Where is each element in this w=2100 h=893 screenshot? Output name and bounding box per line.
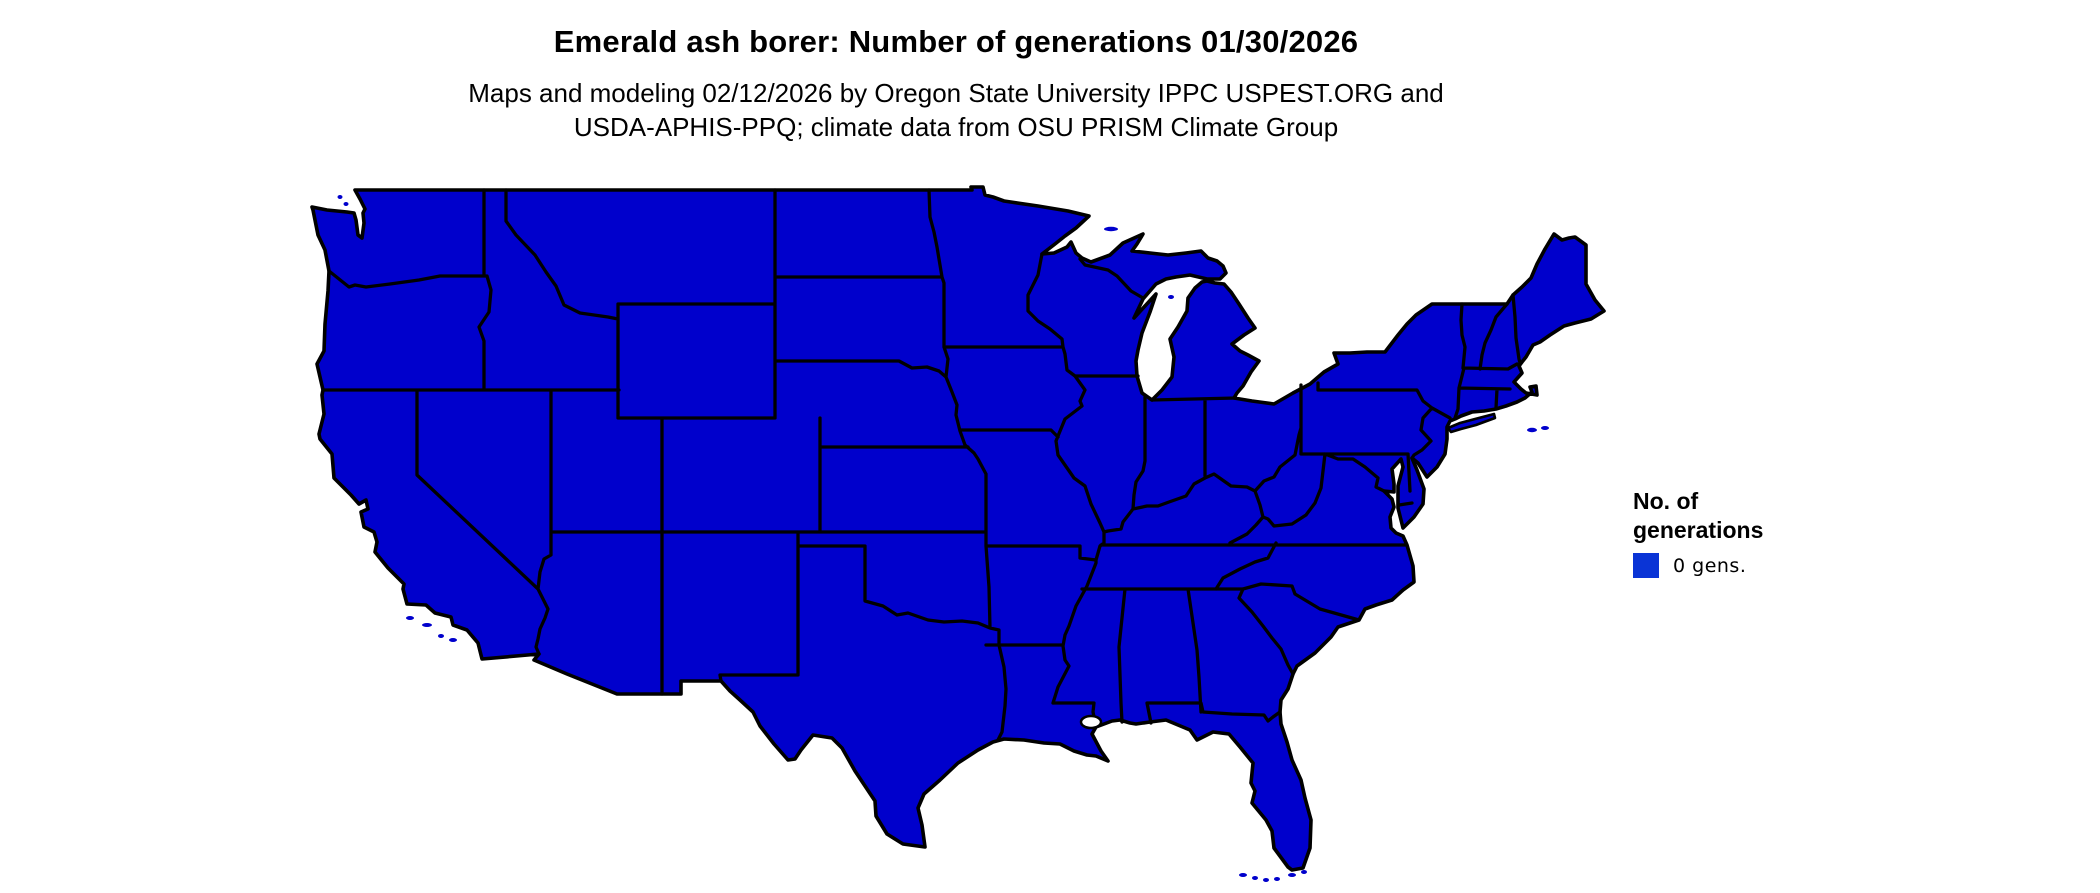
florida-key bbox=[1288, 873, 1296, 877]
isle-royale bbox=[1104, 226, 1118, 232]
san-juan-islands bbox=[337, 195, 343, 199]
florida-key bbox=[1239, 873, 1247, 877]
channel-island bbox=[406, 616, 414, 620]
florida-key bbox=[1252, 876, 1258, 880]
subtitle-line-1: Maps and modeling 02/12/2026 by Oregon S… bbox=[468, 78, 1444, 108]
florida-key bbox=[1301, 870, 1307, 874]
legend-swatch-0-gens bbox=[1633, 553, 1659, 578]
lake-pontchartrain bbox=[1079, 714, 1103, 730]
legend-item-0-gens: 0 gens. bbox=[1633, 553, 1913, 578]
legend-item-label: 0 gens. bbox=[1673, 554, 1747, 577]
nantucket-island bbox=[1527, 427, 1537, 433]
subtitle-line-2: USDA-APHIS-PPQ; climate data from OSU PR… bbox=[573, 112, 1339, 142]
header: Emerald ash borer: Number of generations… bbox=[160, 0, 1752, 144]
us-map-container bbox=[310, 185, 1606, 893]
legend-title-line-2: generations bbox=[1633, 517, 1764, 543]
legend: No. of generations 0 gens. bbox=[1633, 487, 1913, 578]
florida-key bbox=[1263, 878, 1269, 882]
channel-island bbox=[422, 623, 432, 627]
continental-us-outline bbox=[310, 185, 1606, 872]
map-subtitle: Maps and modeling 02/12/2026 by Oregon S… bbox=[160, 76, 1752, 144]
long-island bbox=[1446, 412, 1497, 434]
state-borders bbox=[321, 188, 1522, 742]
florida-key bbox=[1274, 877, 1280, 881]
marthas-vineyard-island bbox=[1541, 426, 1549, 430]
channel-island bbox=[438, 634, 444, 638]
legend-title: No. of generations bbox=[1633, 487, 1913, 545]
channel-island bbox=[449, 638, 457, 642]
legend-title-line-1: No. of bbox=[1633, 488, 1699, 514]
us-map bbox=[310, 185, 1606, 882]
map-title: Emerald ash borer: Number of generations… bbox=[553, 24, 1359, 59]
islands bbox=[337, 195, 1549, 882]
lake-michigan-island bbox=[1168, 295, 1174, 299]
san-juan-islands bbox=[343, 202, 349, 206]
